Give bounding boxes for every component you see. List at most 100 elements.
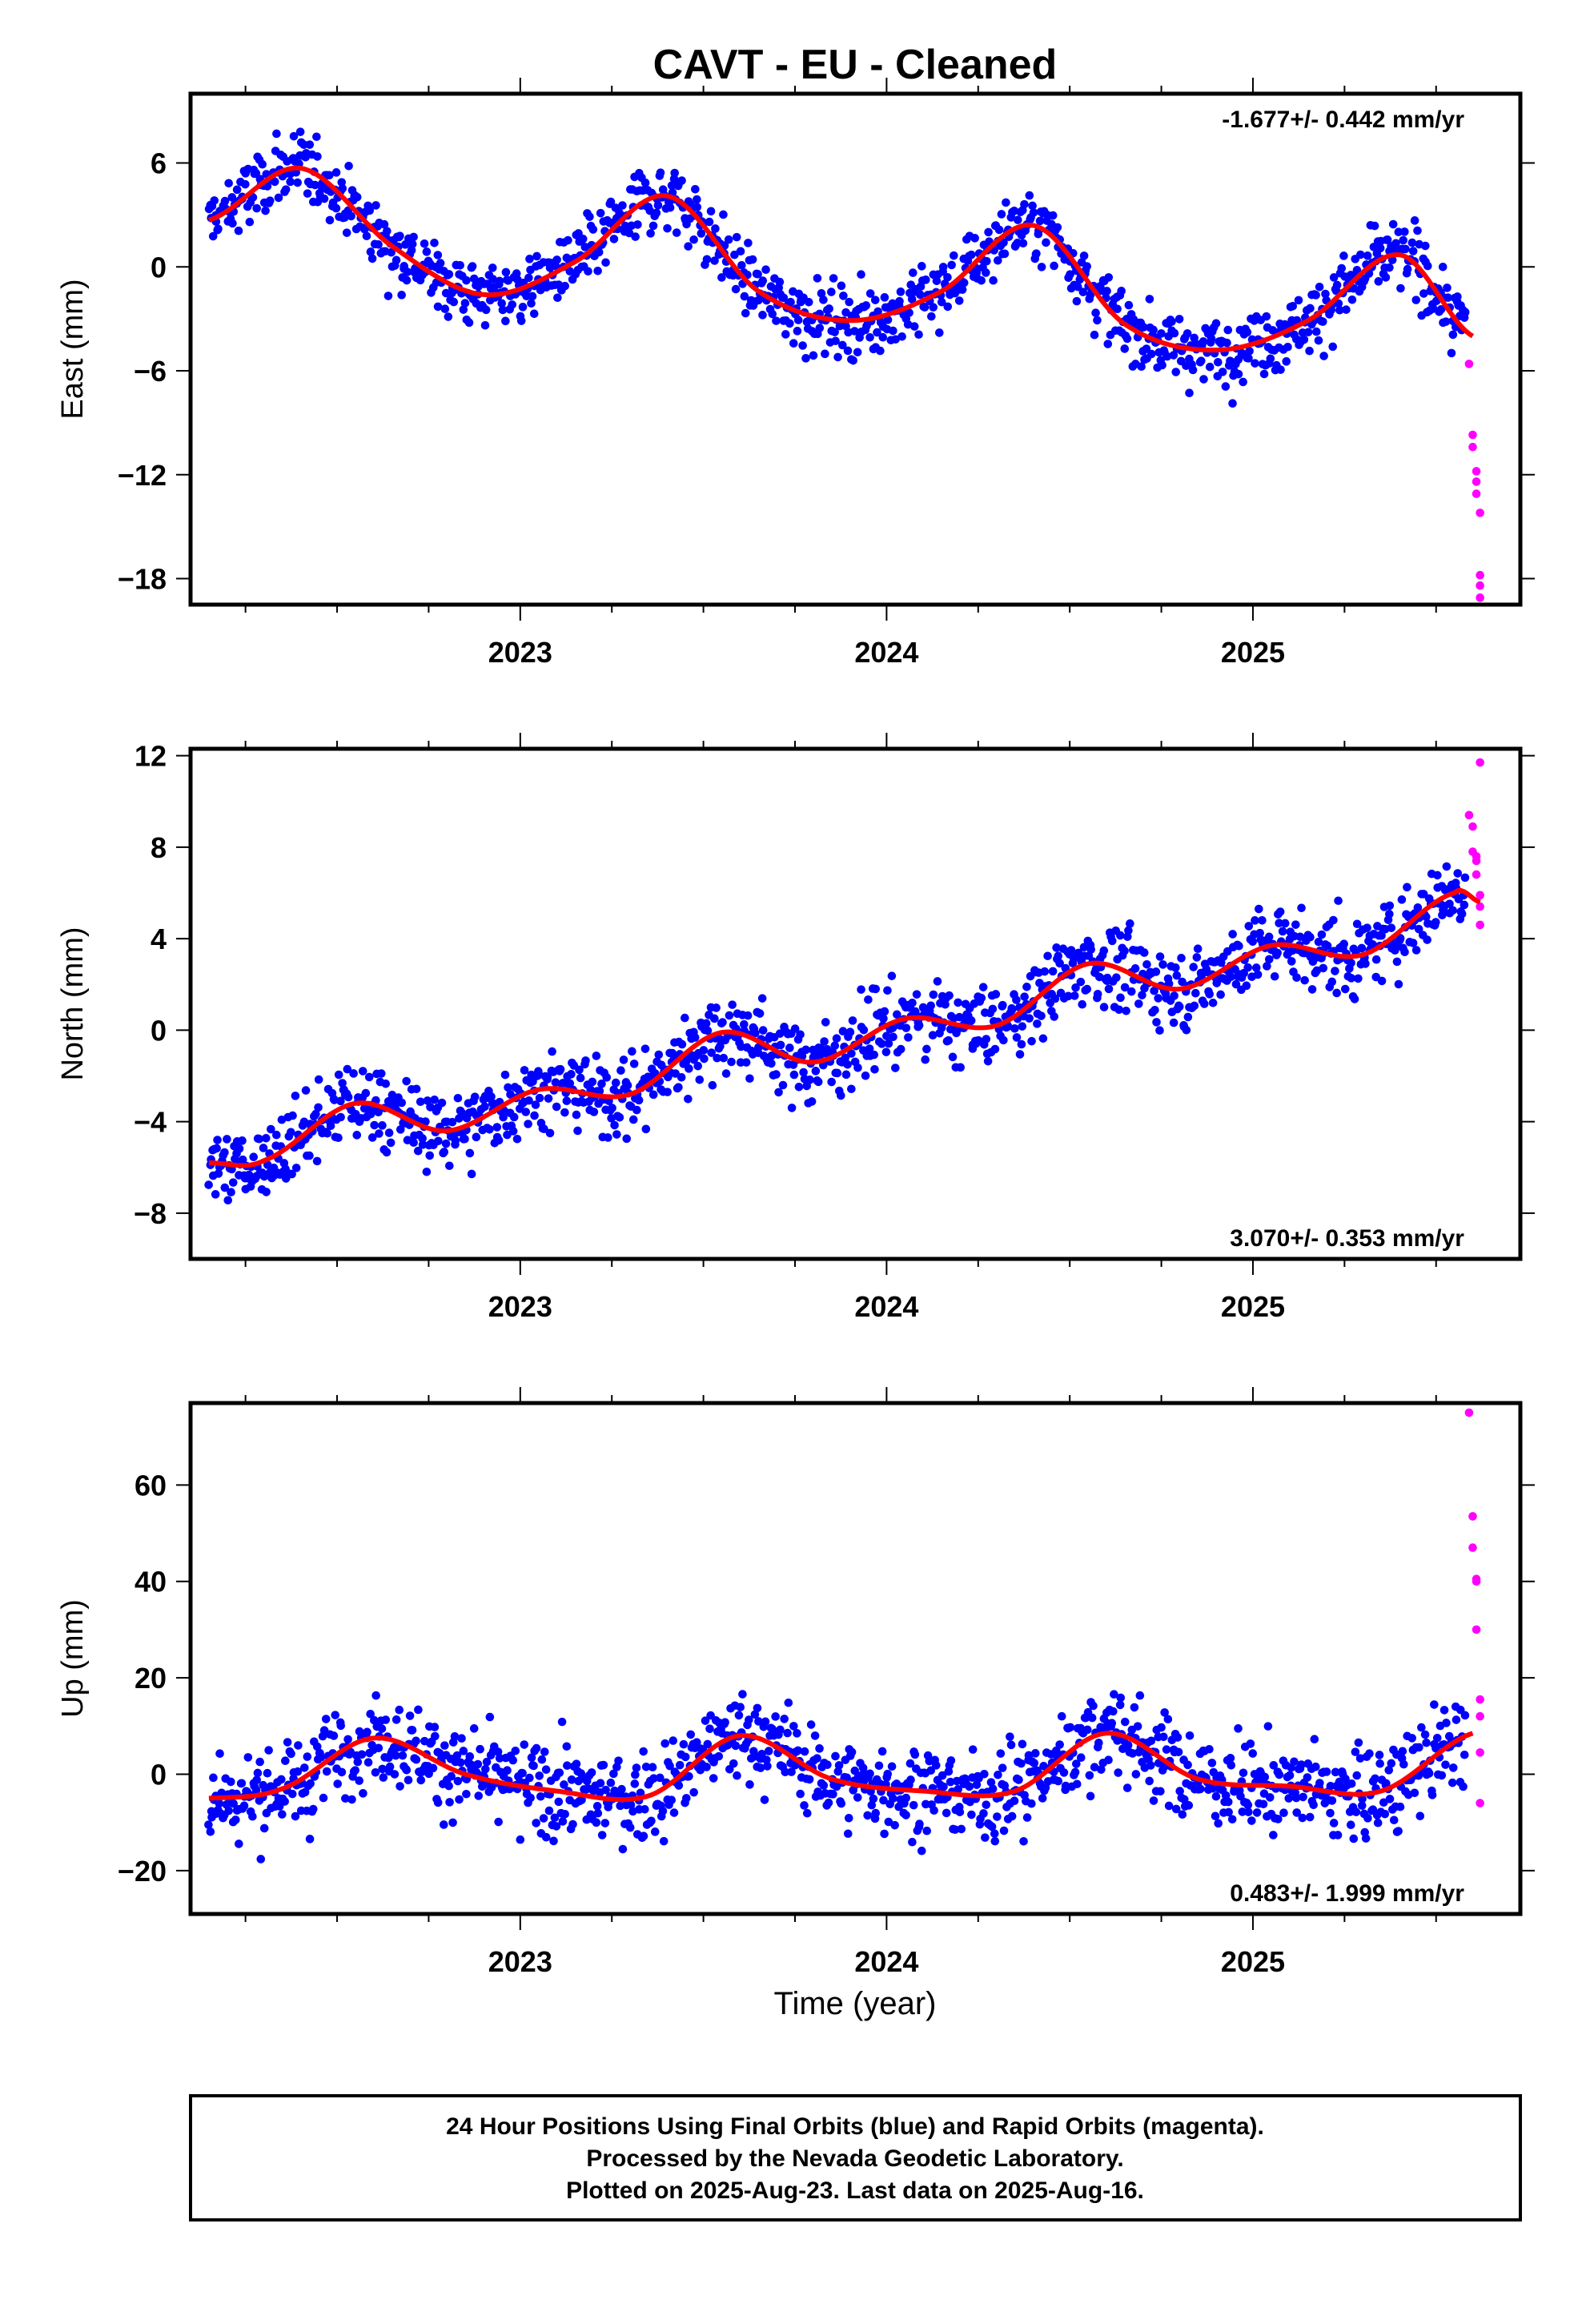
final-orbit-point — [1306, 932, 1315, 942]
final-orbit-point — [456, 260, 465, 270]
final-orbit-point — [560, 281, 570, 291]
final-orbit-point — [1035, 216, 1045, 226]
final-orbit-point — [870, 1065, 879, 1074]
final-orbit-point — [714, 1751, 724, 1761]
final-orbit-point — [1421, 241, 1430, 251]
final-orbit-point — [994, 255, 1002, 265]
final-orbit-point — [567, 1775, 576, 1784]
final-orbit-point — [287, 1749, 295, 1759]
rapid-orbit-point — [1464, 360, 1474, 368]
final-orbit-point — [659, 1836, 669, 1846]
final-orbit-point — [880, 293, 889, 302]
final-orbit-point — [870, 296, 880, 304]
final-orbit-point — [426, 1103, 435, 1112]
final-orbit-point — [241, 179, 250, 189]
final-orbit-point — [980, 1769, 989, 1779]
final-orbit-point — [843, 1059, 852, 1069]
final-orbit-point — [562, 1096, 572, 1105]
final-orbit-point — [1006, 1740, 1016, 1750]
final-orbit-point — [871, 984, 881, 994]
final-orbit-point — [618, 1844, 628, 1854]
final-orbit-point — [1363, 251, 1372, 260]
final-orbit-point — [212, 1144, 221, 1153]
x-tick-label: 2023 — [488, 1290, 552, 1323]
final-orbit-point — [1139, 948, 1149, 957]
final-orbit-point — [1303, 1773, 1312, 1782]
final-orbit-point — [459, 305, 468, 314]
final-orbit-point — [501, 316, 510, 326]
final-orbit-point — [572, 1110, 581, 1120]
final-orbit-point — [303, 189, 312, 198]
final-orbit-point — [861, 301, 871, 310]
final-orbit-point — [755, 1009, 765, 1018]
final-orbit-point — [1243, 328, 1252, 337]
final-orbit-point — [922, 1044, 931, 1054]
final-orbit-point — [876, 346, 885, 356]
final-orbit-point — [379, 219, 389, 229]
final-orbit-point — [669, 1808, 679, 1817]
final-orbit-point — [1223, 338, 1231, 348]
final-orbit-point — [409, 1138, 418, 1148]
final-orbit-point — [1447, 348, 1456, 358]
final-orbit-point — [1006, 1732, 1014, 1741]
final-orbit-point — [564, 235, 572, 245]
final-orbit-point — [1251, 963, 1261, 972]
final-orbit-point — [934, 328, 944, 337]
final-orbit-point — [859, 1025, 869, 1035]
final-orbit-point — [526, 1793, 535, 1803]
final-orbit-point — [1116, 993, 1125, 1003]
final-orbit-point — [1431, 1743, 1440, 1753]
final-orbit-point — [693, 203, 702, 211]
final-orbit-point — [801, 354, 810, 363]
final-orbit-point — [801, 1045, 810, 1055]
final-orbit-point — [531, 1100, 540, 1109]
final-orbit-point — [1109, 1707, 1118, 1716]
final-orbit-point — [361, 1088, 371, 1098]
final-orbit-point — [1315, 283, 1324, 292]
final-orbit-point — [601, 1785, 610, 1795]
final-orbit-point — [226, 1777, 235, 1787]
final-orbit-point — [1097, 1765, 1106, 1774]
final-orbit-point — [1093, 990, 1102, 999]
final-orbit-point — [615, 1112, 624, 1122]
final-orbit-point — [754, 1043, 763, 1052]
final-orbit-point — [206, 1827, 215, 1836]
final-orbit-point — [841, 1070, 851, 1080]
final-orbit-point — [1199, 375, 1208, 384]
final-orbit-point — [1273, 948, 1282, 958]
final-orbit-point — [1207, 334, 1216, 344]
model-fit-curve — [207, 165, 1475, 353]
final-orbit-point — [553, 293, 562, 303]
final-orbit-point — [1110, 1690, 1118, 1699]
final-orbit-point — [772, 1070, 781, 1079]
final-orbit-point — [685, 1064, 693, 1073]
final-orbit-point — [1114, 1005, 1124, 1015]
final-orbit-point — [308, 1804, 318, 1814]
final-orbit-point — [1398, 1747, 1407, 1756]
final-orbit-point — [756, 1763, 765, 1772]
final-orbit-point — [1396, 283, 1405, 293]
final-orbit-point — [954, 296, 964, 305]
final-orbit-point — [1211, 1791, 1221, 1801]
final-orbit-point — [355, 1776, 363, 1785]
final-orbit-point — [837, 281, 846, 291]
final-orbit-point — [656, 168, 665, 177]
final-orbit-point — [853, 1063, 862, 1072]
final-orbit-point — [374, 1743, 383, 1753]
final-orbit-point — [884, 1817, 893, 1827]
final-orbit-point — [1394, 1827, 1403, 1835]
final-orbit-point — [338, 1079, 347, 1088]
final-orbit-point — [831, 1751, 840, 1761]
final-orbit-point — [751, 1028, 760, 1038]
final-orbit-point — [1292, 1808, 1302, 1817]
final-orbit-point — [850, 327, 859, 336]
final-orbit-point — [262, 1188, 271, 1196]
final-orbit-point — [227, 193, 237, 202]
final-orbit-point — [370, 1715, 379, 1725]
final-orbit-point — [711, 224, 720, 233]
final-orbit-point — [1231, 979, 1241, 989]
final-orbit-point — [939, 1782, 948, 1791]
final-orbit-point — [1460, 900, 1469, 910]
final-orbit-point — [867, 1800, 877, 1810]
final-orbit-point — [619, 1055, 628, 1064]
